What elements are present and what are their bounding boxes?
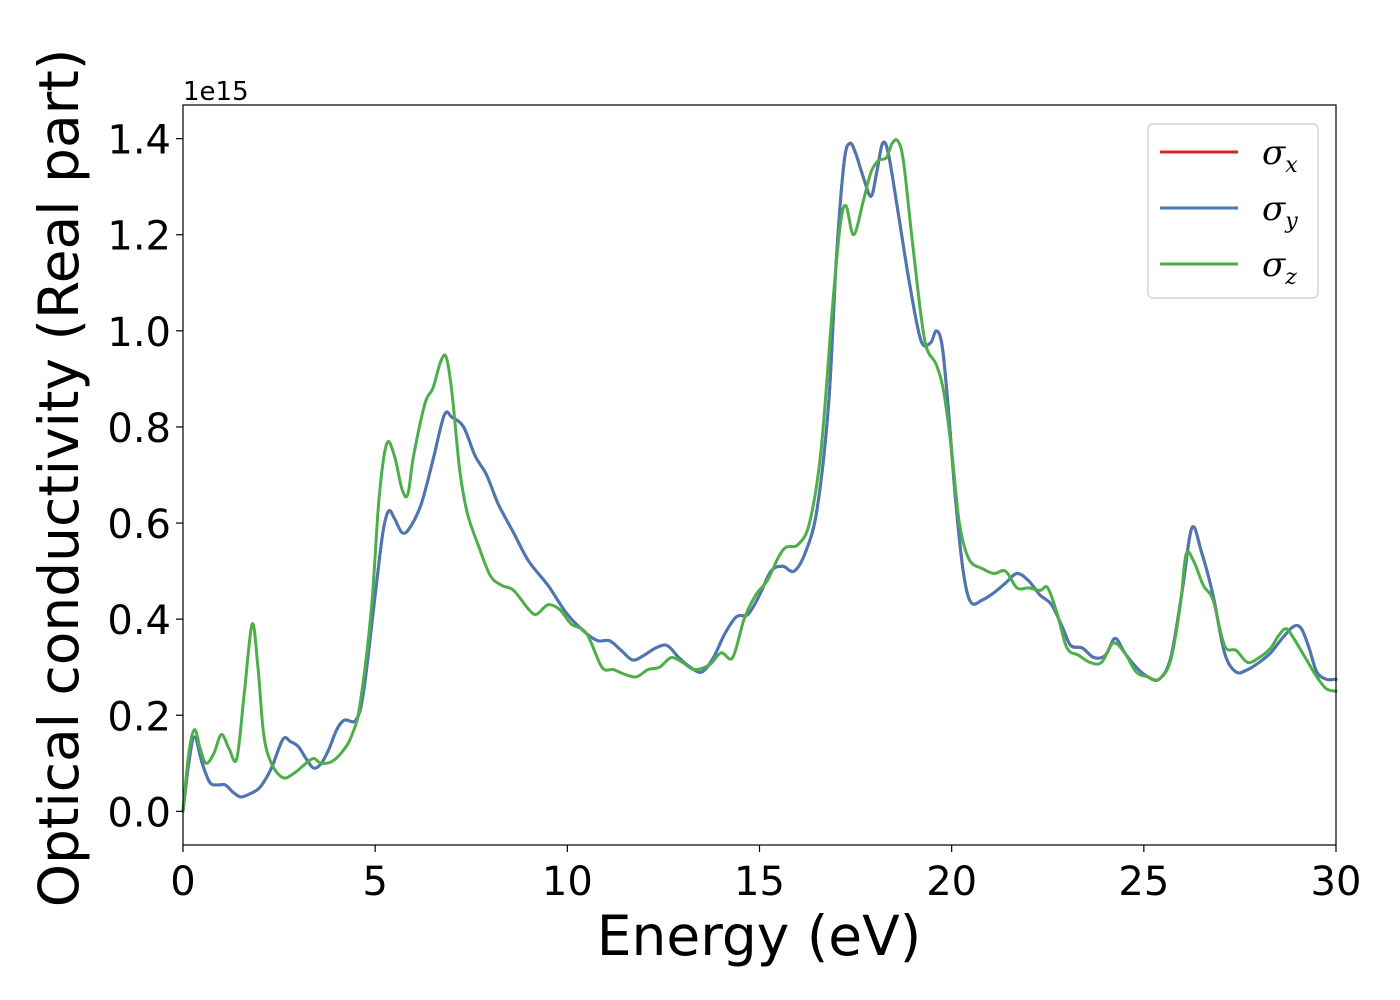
series-line-z: [181, 138, 1338, 813]
x-tick-label: 15: [734, 859, 785, 905]
x-tick-label: 30: [1311, 859, 1362, 905]
y-tick-label: 0.2: [107, 694, 171, 740]
series-lines: [181, 138, 1338, 813]
y-axis-title: Optical conductivity (Real part): [27, 49, 91, 908]
x-tick-label: 25: [1118, 859, 1169, 905]
y-tick-label: 0.8: [107, 406, 171, 452]
x-axis-title: Energy (eV): [597, 904, 921, 968]
x-tick-label: 10: [542, 859, 593, 905]
axis-ticks: 0 5 10 15 20 25 30 0.0 0.2 0.4 0.6 0.8 1.0 1.2 1.4: [107, 118, 1361, 905]
legend-box: [1147, 123, 1319, 299]
legend-label-y: σy: [1262, 189, 1298, 234]
legend: σx σy σz: [1147, 123, 1319, 299]
legend-label-x: σx: [1262, 133, 1298, 178]
y-tick-label: 1.4: [107, 118, 171, 164]
x-tick-label: 0: [170, 859, 195, 905]
x-tick-label: 5: [362, 859, 387, 905]
y-tick-label: 1.2: [107, 214, 171, 260]
legend-label-z: σz: [1262, 245, 1297, 290]
y-tick-label: 0.0: [107, 790, 171, 836]
y-tick-label: 0.6: [107, 502, 171, 548]
y-offset-label: 1e15: [183, 77, 249, 107]
series-line-y: [181, 140, 1338, 813]
x-tick-label: 20: [926, 859, 977, 905]
y-tick-label: 1.0: [107, 310, 171, 356]
y-tick-label: 0.4: [107, 598, 171, 644]
